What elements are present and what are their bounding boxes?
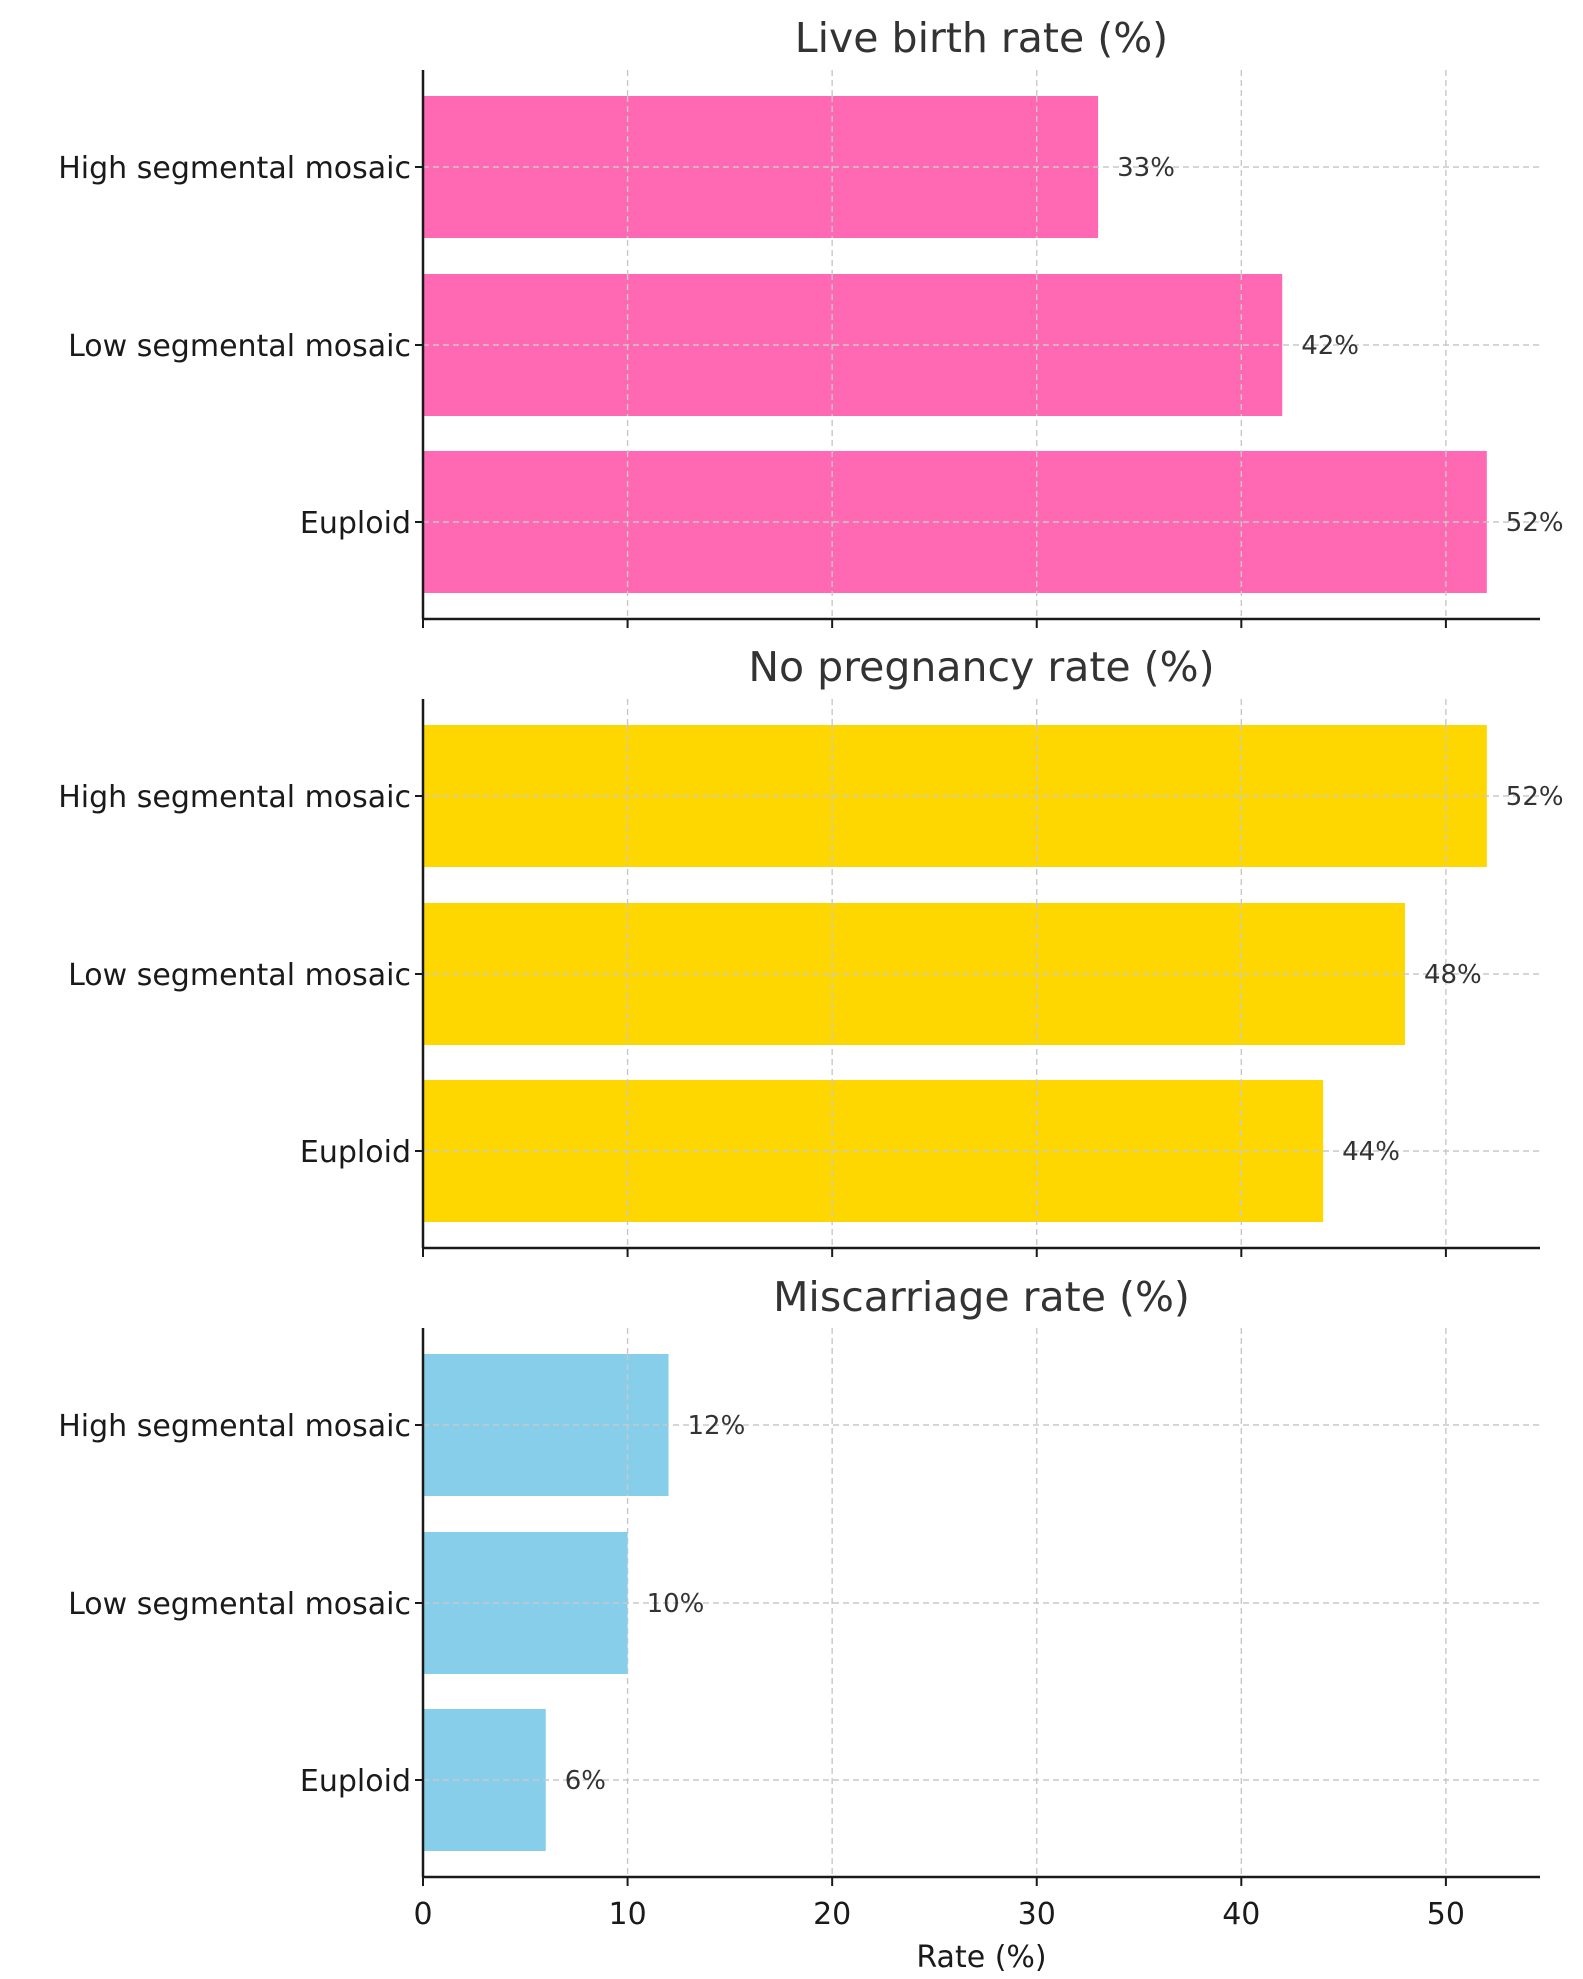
category-label: Euploid xyxy=(300,1764,411,1799)
value-label: 42% xyxy=(1301,331,1359,361)
panel-1: Live birth rate (%) High segmental mosaic… xyxy=(58,14,1564,628)
value-label: 52% xyxy=(1506,782,1564,812)
panel-title: Live birth rate (%) xyxy=(795,14,1168,62)
value-label: 44% xyxy=(1342,1137,1400,1167)
category-label: High segmental mosaic xyxy=(58,1409,411,1444)
panel-2: No pregnancy rate (%) High segmental mosa… xyxy=(58,643,1564,1257)
value-label: 12% xyxy=(687,1411,745,1441)
panel-title: No pregnancy rate (%) xyxy=(748,643,1214,691)
panel-title: Miscarriage rate (%) xyxy=(773,1273,1190,1321)
category-label: Low segmental mosaic xyxy=(68,329,411,364)
value-label: 6% xyxy=(565,1766,606,1796)
category-label: Low segmental mosaic xyxy=(68,958,411,993)
x-tick-label: 10 xyxy=(608,1897,646,1932)
x-tick-label: 50 xyxy=(1427,1897,1465,1932)
panel-3: Miscarriage rate (%) High segmental mosai… xyxy=(58,1273,1540,1975)
value-label: 10% xyxy=(647,1589,705,1619)
x-tick-label: 40 xyxy=(1222,1897,1260,1932)
x-tick-label: 30 xyxy=(1018,1897,1056,1932)
value-label: 33% xyxy=(1117,153,1175,183)
value-label: 52% xyxy=(1506,508,1564,538)
category-label: Euploid xyxy=(300,1135,411,1170)
category-label: High segmental mosaic xyxy=(58,151,411,186)
x-tick-label: 0 xyxy=(413,1897,432,1932)
x-tick-label: 20 xyxy=(813,1897,851,1932)
value-label: 48% xyxy=(1424,960,1482,990)
category-label: High segmental mosaic xyxy=(58,780,411,815)
category-label: Euploid xyxy=(300,506,411,541)
category-label: Low segmental mosaic xyxy=(68,1587,411,1622)
x-axis-title: Rate (%) xyxy=(916,1940,1046,1975)
